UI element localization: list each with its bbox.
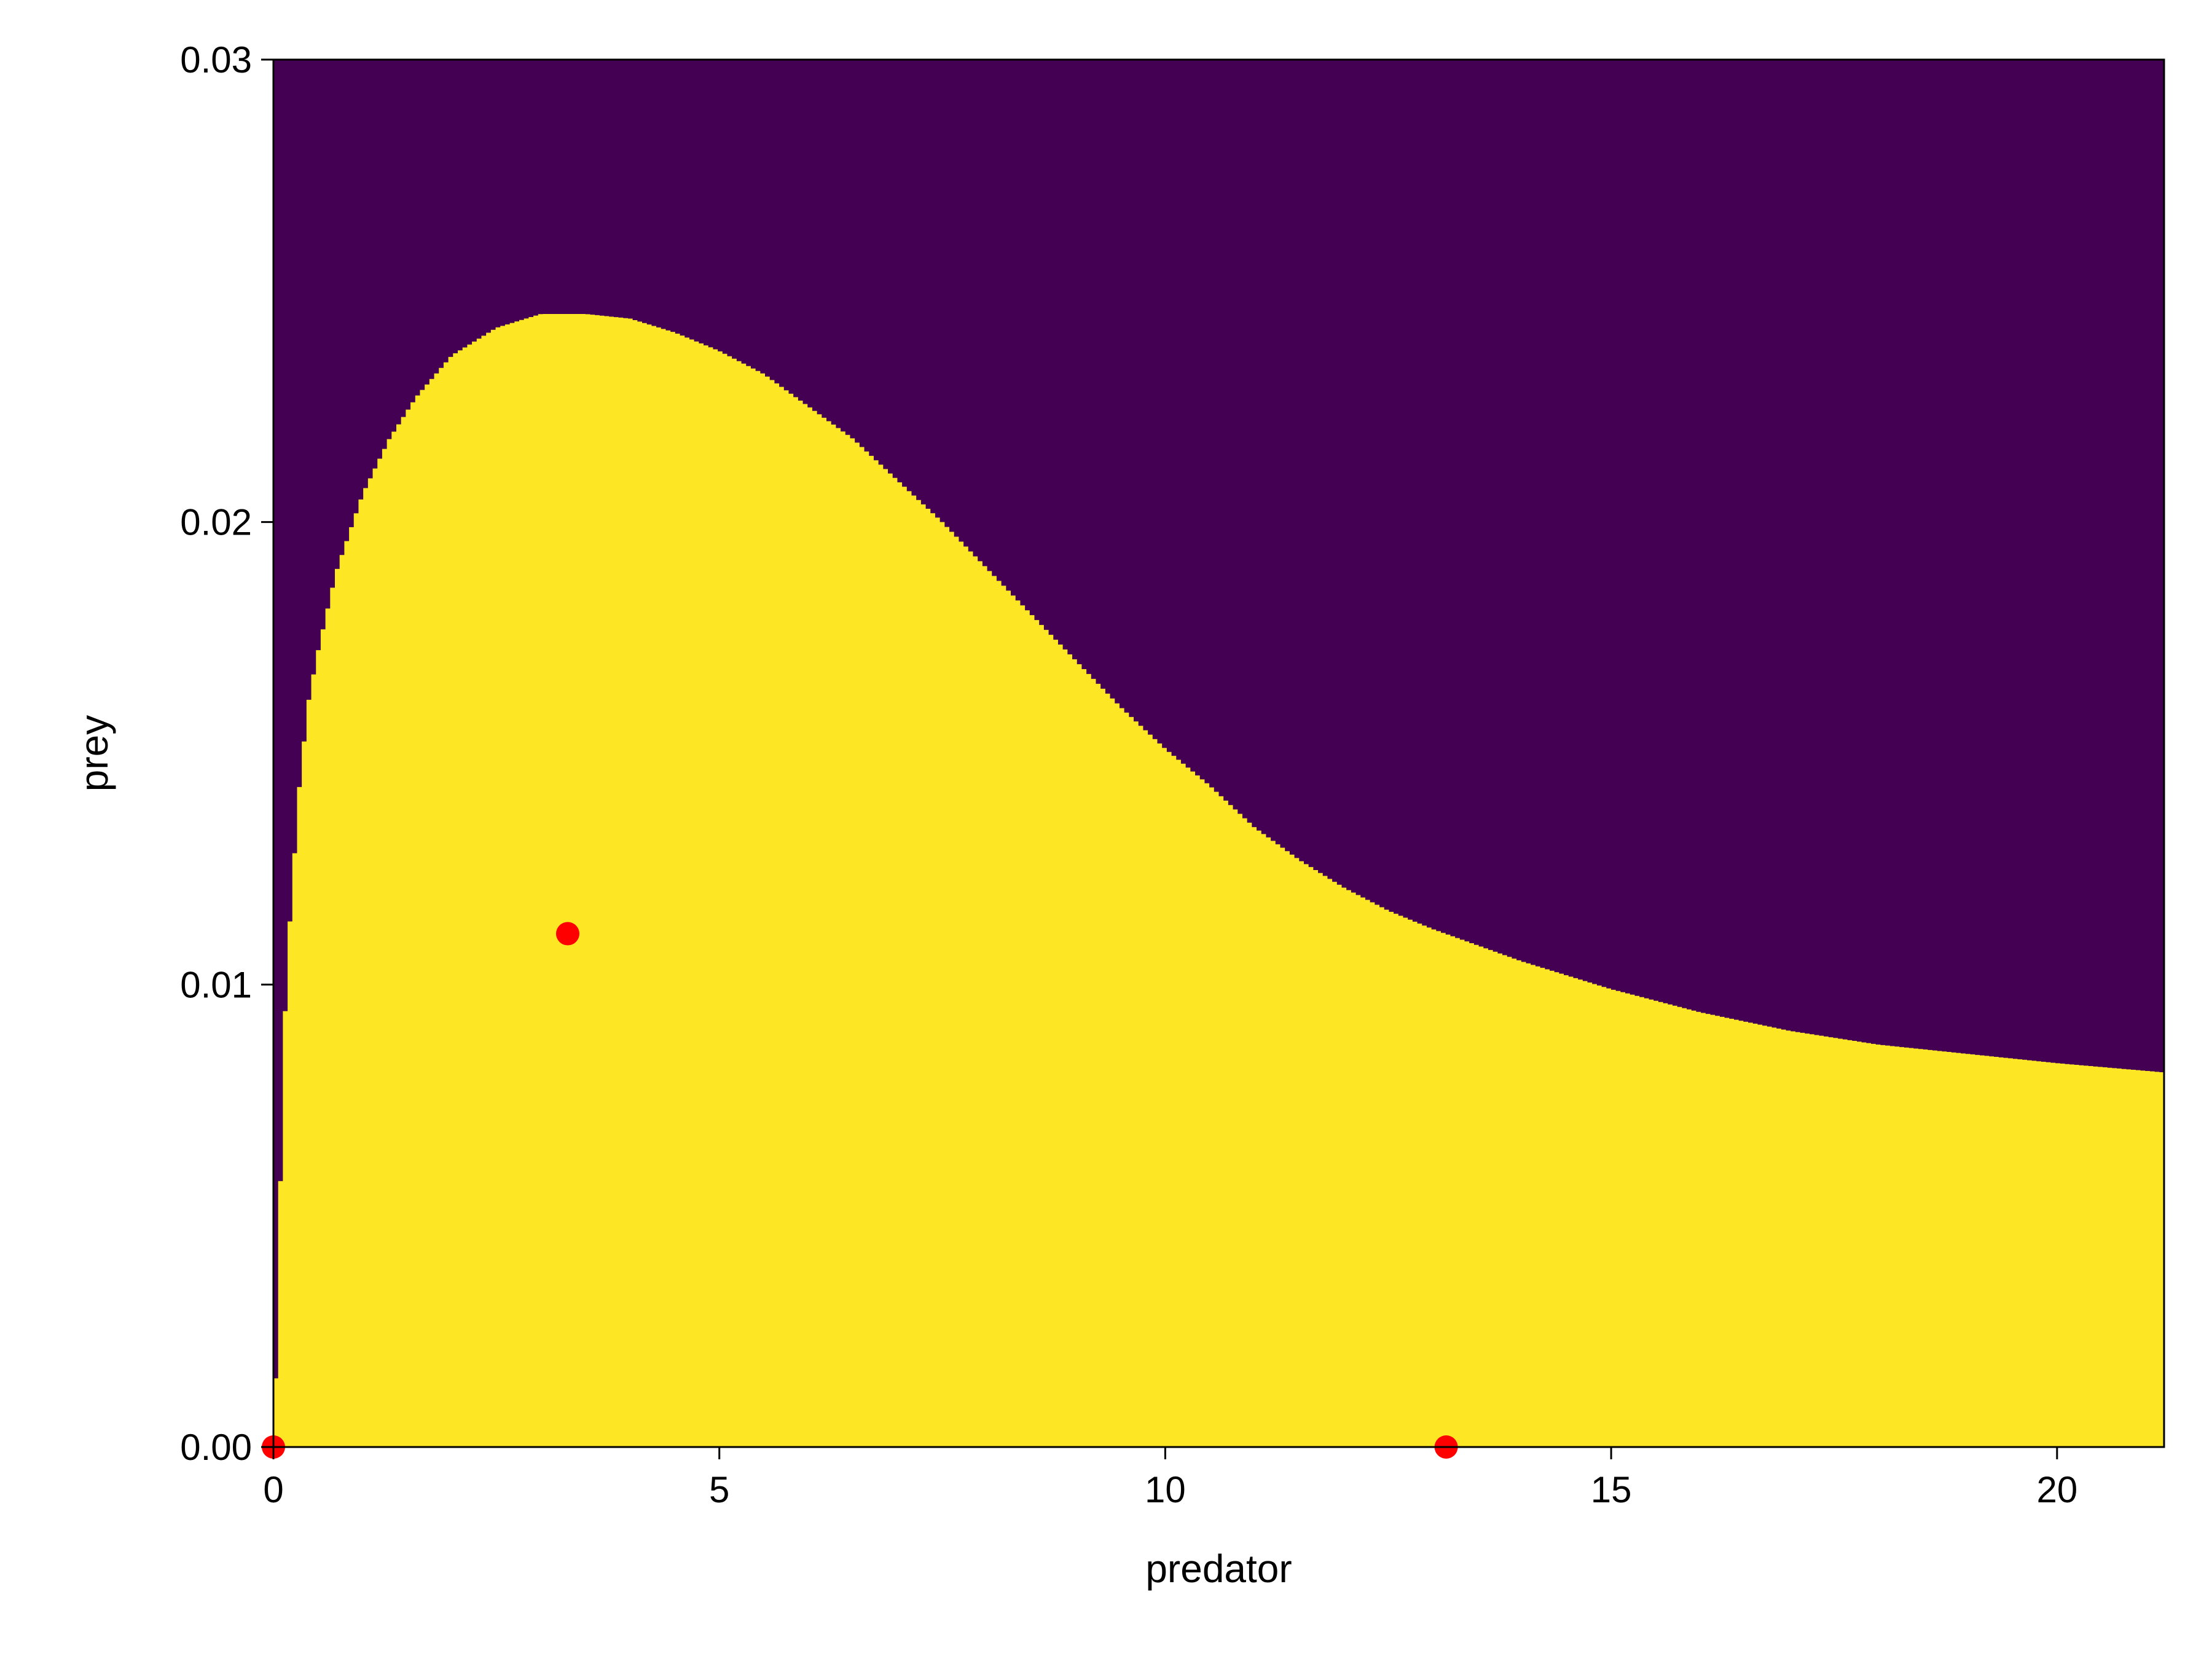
x-tick-label: 5	[709, 1469, 729, 1510]
y-tick-label: 0.03	[180, 39, 252, 80]
x-tick-label: 10	[1145, 1469, 1186, 1510]
y-axis: 0.00 0.01 0.02 0.03	[180, 39, 273, 1468]
x-tick-label: 20	[2036, 1469, 2077, 1510]
x-tick-label: 15	[1591, 1469, 1632, 1510]
data-point	[555, 922, 579, 946]
plot-area	[262, 60, 2164, 1459]
x-tick-label: 0	[263, 1469, 283, 1510]
x-axis-label: predator	[1145, 1547, 1292, 1591]
x-axis: 0 5 10 15 20	[263, 1447, 2077, 1510]
region-below-boundary	[273, 313, 2164, 1448]
plot-frame	[272, 58, 2165, 1448]
y-tick-label: 0.02	[180, 502, 252, 543]
y-tick-label: 0.00	[180, 1427, 252, 1468]
y-axis-label: prey	[72, 715, 116, 792]
y-tick-label: 0.01	[180, 964, 252, 1005]
